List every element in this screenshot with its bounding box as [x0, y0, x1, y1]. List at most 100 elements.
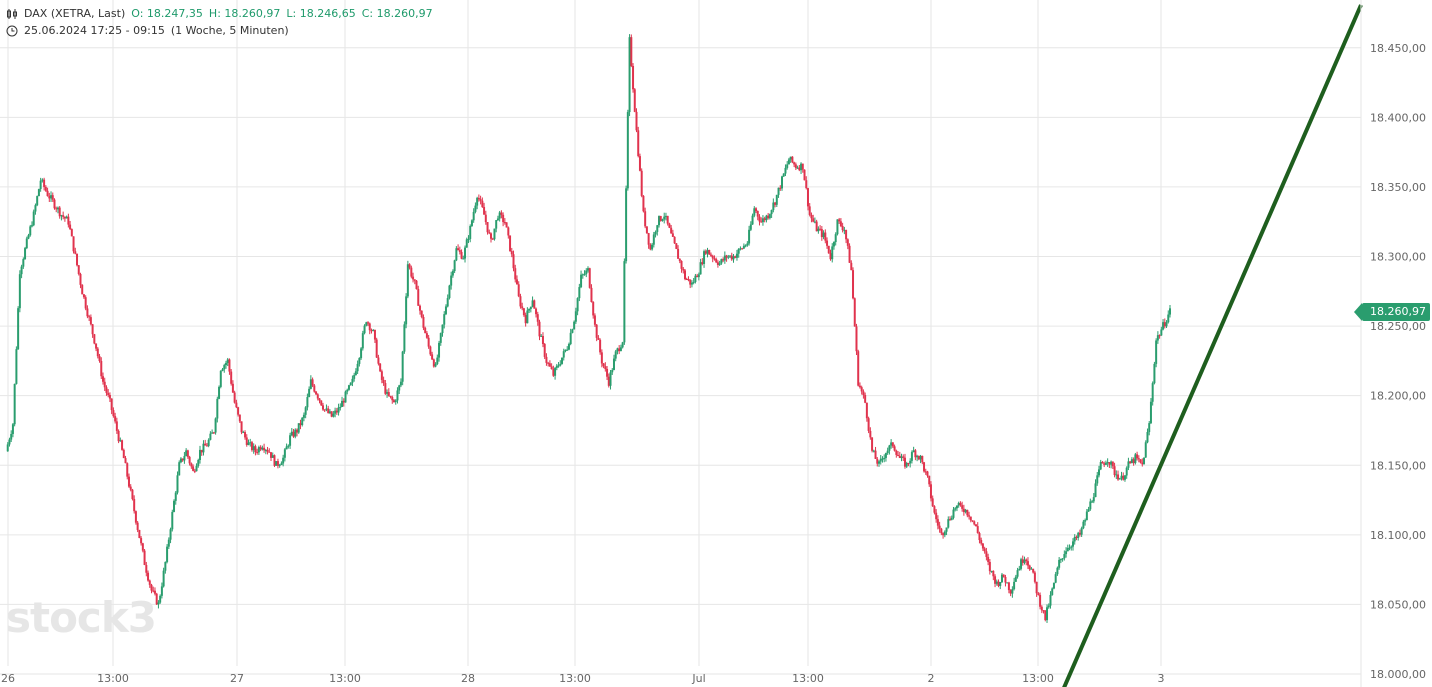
candle [108, 392, 111, 402]
candle [124, 455, 127, 464]
candle [256, 448, 259, 455]
candle [1106, 458, 1109, 467]
candle [1035, 581, 1038, 597]
candle [169, 527, 172, 544]
candle [602, 363, 605, 369]
candle [27, 233, 30, 240]
candle [522, 307, 525, 317]
candle [185, 448, 188, 457]
candle [1103, 461, 1106, 468]
candle [642, 195, 645, 213]
candle [865, 402, 868, 422]
instrument-name[interactable]: DAX (XETRA, Last) [24, 7, 126, 20]
candle [912, 446, 915, 453]
candle [580, 270, 583, 289]
candle [891, 442, 894, 449]
y-tick-label: 18.250,00 [1370, 320, 1426, 333]
candle [561, 357, 564, 365]
candle [874, 446, 877, 460]
candle [995, 579, 998, 586]
candle [910, 450, 913, 464]
candle [308, 386, 311, 398]
candle [387, 388, 390, 397]
candle [115, 417, 118, 434]
candle [399, 378, 402, 388]
candle [935, 509, 938, 523]
candle [465, 237, 468, 248]
trendline[interactable] [1062, 4, 1363, 687]
candle [488, 229, 491, 235]
grid-lines [0, 0, 1361, 675]
candle [190, 462, 193, 469]
candle [758, 214, 761, 226]
candle [296, 428, 298, 437]
candle [496, 215, 499, 221]
candle [176, 471, 179, 495]
candle [282, 454, 285, 467]
candle [597, 335, 600, 340]
x-tick-label: 13:00 [559, 672, 591, 685]
candle [574, 307, 577, 324]
candle [1006, 582, 1009, 584]
candle [396, 387, 399, 404]
candle [748, 225, 751, 246]
candle [751, 213, 754, 225]
candle [526, 307, 529, 324]
candle [812, 214, 815, 223]
candle [1020, 557, 1023, 571]
candle [1033, 570, 1036, 584]
candle [470, 219, 473, 227]
candle [1156, 331, 1159, 344]
candle [346, 388, 349, 395]
candle [644, 207, 647, 229]
candle [826, 237, 829, 249]
candle [44, 185, 47, 192]
candle [280, 461, 283, 466]
candle [968, 511, 971, 520]
candle [635, 108, 638, 133]
timeframe[interactable]: (1 Woche, 5 Minuten) [170, 24, 289, 37]
y-axis: 18.000,00 18.050,00 18.100,00 18.150,00 18.2… [1370, 42, 1426, 681]
candle [614, 349, 617, 362]
candlestick-icon [6, 8, 18, 20]
candle [869, 427, 872, 440]
candle [928, 475, 931, 487]
candle [571, 328, 574, 334]
candle [1014, 574, 1017, 582]
candle [744, 244, 747, 248]
candle [372, 329, 375, 332]
candle [67, 213, 70, 228]
candle [1065, 547, 1068, 558]
candle [940, 527, 943, 536]
candle [328, 409, 331, 415]
candle [330, 411, 333, 418]
candle [276, 458, 279, 469]
candle [110, 398, 113, 415]
candle [1032, 568, 1035, 574]
candle [1125, 466, 1128, 479]
candle [1122, 472, 1125, 481]
candle [58, 206, 61, 219]
candle [694, 273, 697, 284]
candle [848, 243, 851, 263]
candle [316, 393, 319, 401]
candle [521, 302, 524, 311]
candle [888, 444, 891, 455]
candle [801, 163, 804, 173]
candle [512, 250, 515, 272]
candle [990, 570, 993, 573]
candle [895, 449, 898, 458]
candle [1007, 581, 1010, 594]
candle [211, 429, 214, 434]
candle [964, 508, 967, 514]
candle [242, 430, 245, 434]
candle [339, 403, 342, 411]
candle [905, 461, 908, 469]
candle [900, 453, 903, 462]
candle [287, 444, 290, 449]
candle [626, 109, 629, 191]
candle [420, 310, 423, 319]
candle [159, 594, 162, 604]
candle [782, 173, 785, 177]
candle [484, 210, 487, 225]
